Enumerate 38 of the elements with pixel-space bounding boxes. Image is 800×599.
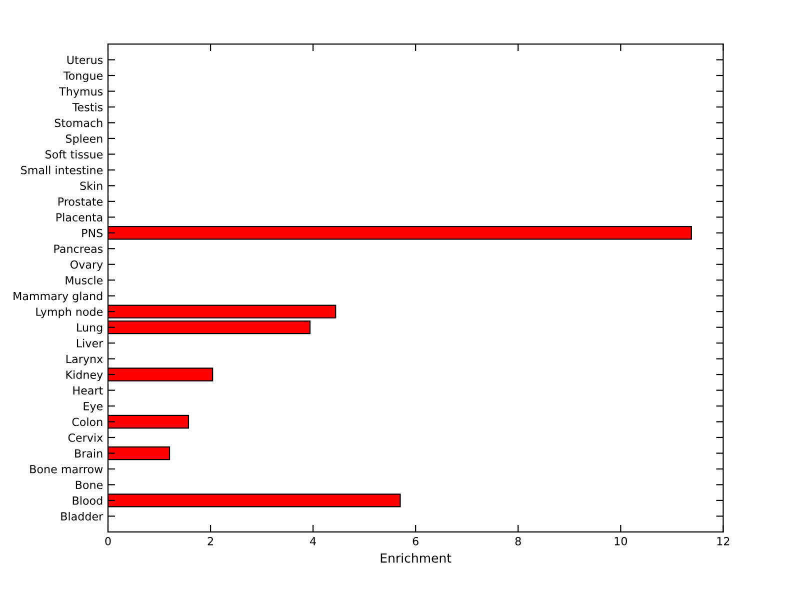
y-tick-label: Bone marrow xyxy=(30,465,103,474)
y-tick-label: Larynx xyxy=(66,354,103,366)
y-tick-label: Brain xyxy=(75,449,102,458)
y-tick-label: Placenta xyxy=(56,212,102,222)
y-tick-label: Stomach xyxy=(54,118,102,128)
x-tick-label: 10 xyxy=(614,536,627,546)
y-tick-label: Skin xyxy=(80,181,102,190)
x-axis-title: Enrichment xyxy=(380,553,452,563)
y-tick-label: Small intestine xyxy=(21,166,103,174)
y-tick-label: Lung xyxy=(77,323,102,334)
y-tick-label: Bladder xyxy=(61,512,104,521)
y-tick-label: Lymph node xyxy=(36,307,103,318)
y-tick-label: Uterus xyxy=(67,56,103,64)
x-tick-label: 4 xyxy=(310,537,316,546)
y-tick-label: Pancreas xyxy=(54,244,103,254)
x-tick-label: 2 xyxy=(208,536,213,546)
y-tick-label: Testis xyxy=(72,102,103,112)
y-tick-label: Prostate xyxy=(58,198,103,206)
y-tick-label: Mammary gland xyxy=(14,292,102,302)
y-tick-label: Soft tissue xyxy=(46,150,103,159)
y-tick-label: Liver xyxy=(76,338,104,348)
y-tick-label: Tongue xyxy=(63,72,103,82)
y-tick-label: Kidney xyxy=(66,370,103,382)
y-tick-label: Muscle xyxy=(66,276,103,284)
x-tick-label: 12 xyxy=(717,536,730,546)
y-tick-label: PNS xyxy=(82,228,103,238)
y-tick-label: Thymus xyxy=(59,87,103,98)
y-tick-label: Blood xyxy=(72,496,102,505)
y-tick-label: Bone xyxy=(76,480,103,490)
x-tick-label: 8 xyxy=(515,536,521,546)
y-tick-label: Spleen xyxy=(66,134,102,145)
x-tick-label: 0 xyxy=(105,536,111,546)
y-tick-label: Cervix xyxy=(68,433,103,442)
y-tick-label: Colon xyxy=(72,418,102,426)
y-tick-label: Ovary xyxy=(70,260,103,271)
y-tick-label: Eye xyxy=(84,402,103,413)
y-tick-label: Heart xyxy=(73,386,103,395)
x-tick-label: 6 xyxy=(412,536,418,546)
